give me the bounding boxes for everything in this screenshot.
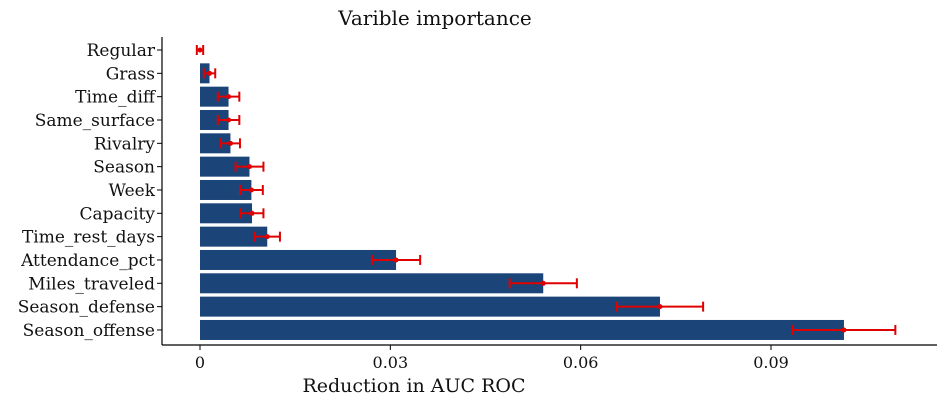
x-axis-label: Reduction in AUC ROC [302,375,525,397]
point-attendance-pct [393,257,399,263]
point-grass [207,70,213,76]
x-tick-label-3: 0.09 [753,353,789,372]
bar-time-rest-days [200,226,268,247]
y-label-same-surface: Same_surface [35,111,155,131]
point-time-rest-days [264,234,270,240]
y-tick-labels: Regular Grass Time_diff Same_surface Rivalry… [18,41,162,341]
x-ticks: 0 0.03 0.06 0.09 [195,345,789,372]
y-label-season-defense: Season_defense [18,298,155,318]
x-tick-label-0: 0 [195,353,205,372]
y-label-rivalry: Rivalry [94,134,156,154]
point-regular [197,47,203,53]
point-miles-traveled [540,280,546,286]
bar-season [200,156,250,177]
bar-time-diff [200,86,229,107]
point-season-defense [657,304,663,310]
y-label-regular: Regular [87,41,156,61]
bar-week [200,179,252,200]
chart-title: Varible importance [337,6,532,30]
point-time-diff [226,94,232,100]
y-label-miles-traveled: Miles_traveled [28,274,155,294]
bar-season-defense [200,296,660,317]
y-label-attendance-pct: Attendance_pct [20,251,155,271]
y-label-season: Season [93,158,155,178]
y-label-time-rest-days: Time_rest_days [22,228,155,248]
y-label-grass: Grass [106,64,155,84]
bar-rivalry [200,133,231,154]
bars-group [200,63,844,340]
error-bars-group [195,45,897,335]
y-label-time-diff: Time_diff [75,88,157,108]
point-capacity [249,210,255,216]
x-tick-label-1: 0.03 [373,353,409,372]
bar-season-offense [200,319,844,340]
point-week [248,187,254,193]
bar-attendance-pct [200,249,397,270]
bar-miles-traveled [200,273,544,294]
bar-same-surface [200,109,229,130]
y-label-capacity: Capacity [79,204,155,224]
point-same-surface [226,117,232,123]
point-season [246,164,252,170]
bar-capacity [200,203,253,224]
y-label-season-offense: Season_offense [23,321,155,341]
x-tick-label-2: 0.06 [563,353,599,372]
point-rivalry [227,140,233,146]
point-season-offense [841,327,847,333]
y-label-week: Week [108,181,155,201]
